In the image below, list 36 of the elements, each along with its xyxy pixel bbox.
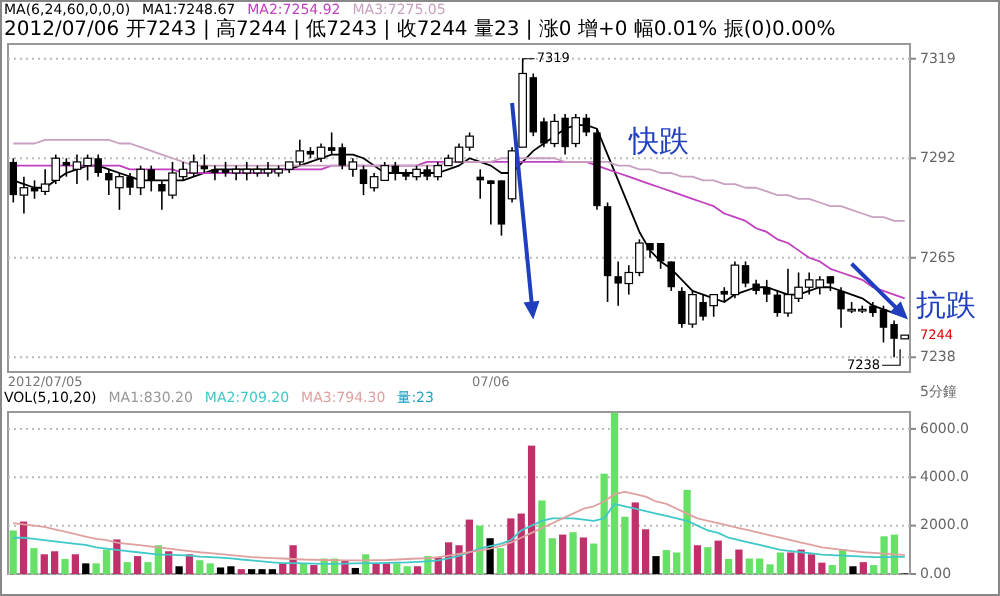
bar [133, 556, 142, 574]
bar [196, 560, 204, 574]
bar [403, 566, 411, 574]
line-series [12, 490, 906, 562]
bar [175, 566, 183, 574]
bar [652, 556, 660, 574]
bar [559, 534, 567, 574]
line-series [12, 502, 906, 565]
bar [735, 549, 743, 574]
bar [9, 530, 17, 574]
bar [393, 563, 401, 574]
bar [71, 554, 80, 574]
bar [206, 563, 214, 574]
bar [590, 543, 598, 574]
bar [704, 547, 712, 574]
bar [185, 554, 194, 574]
bar [859, 562, 867, 574]
bar [724, 559, 733, 574]
bar [299, 563, 308, 574]
bar [310, 565, 318, 574]
bar [693, 545, 702, 574]
bar [30, 548, 38, 574]
bar [787, 552, 795, 574]
bar [849, 566, 857, 574]
bar [351, 567, 359, 574]
bar [82, 563, 90, 574]
bar [61, 559, 69, 574]
bar [569, 532, 577, 574]
text: 抗跌 [916, 286, 976, 323]
bar [714, 540, 722, 574]
bar [413, 566, 422, 574]
text: 2012/07/06 开7243 | 高7244 | 低7243 | 收7244 量23 | 涨0 增+0 幅0.01% 振(0)0.00% [4, 17, 836, 42]
bar [579, 537, 588, 574]
bar [496, 548, 505, 574]
bar [123, 562, 131, 574]
annotation: 快跌 [626, 122, 689, 159]
